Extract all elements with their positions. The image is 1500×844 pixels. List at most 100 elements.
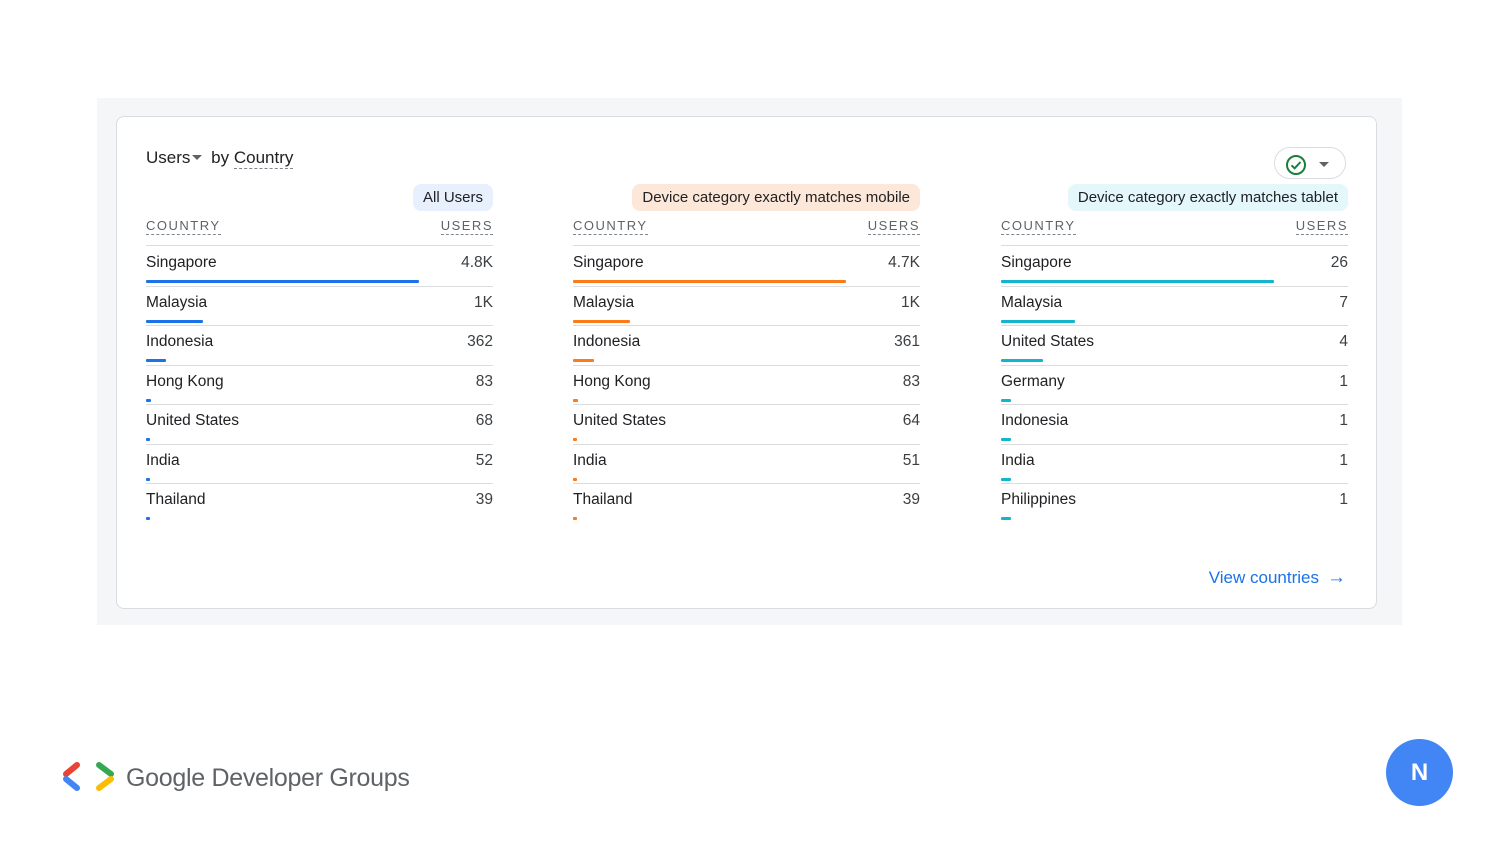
table-row[interactable]: Singapore 4.7K: [573, 246, 920, 287]
share-bar: [573, 477, 577, 481]
share-bar: [146, 438, 150, 441]
table-row[interactable]: Indonesia 1: [1001, 404, 1348, 445]
users-value: 361: [894, 333, 920, 350]
country-name: Singapore: [573, 254, 644, 271]
table-row[interactable]: United States 68: [146, 404, 493, 445]
users-value: 362: [467, 333, 493, 350]
country-name: Singapore: [146, 254, 217, 271]
chevron-down-icon: [1319, 162, 1329, 167]
table-row[interactable]: Thailand 39: [573, 483, 920, 523]
share-bar: [146, 398, 151, 402]
country-name: Thailand: [146, 491, 206, 508]
country-name: Germany: [1001, 372, 1065, 390]
comparison-button[interactable]: [1274, 147, 1346, 179]
country-name: India: [146, 451, 180, 469]
column-header-country[interactable]: COUNTRY: [573, 218, 648, 235]
users-value: 1: [1339, 412, 1348, 429]
share-bar: [573, 517, 577, 520]
share-bar: [573, 398, 578, 402]
country-name: Indonesia: [146, 333, 214, 350]
table-row[interactable]: United States 4: [1001, 325, 1348, 366]
country-name: United States: [146, 412, 240, 429]
table-row[interactable]: Thailand 39: [146, 483, 493, 523]
country-name: India: [573, 451, 607, 469]
title-by: by: [211, 148, 230, 167]
users-value: 1: [1339, 372, 1348, 390]
country-name: Thailand: [573, 491, 633, 508]
country-name: Singapore: [1001, 254, 1072, 271]
footer-brand: Google Developer Groups: [126, 764, 410, 792]
share-bar: [1001, 319, 1075, 323]
share-bar: [146, 477, 150, 481]
country-name: Indonesia: [1001, 412, 1069, 429]
share-bar: [1001, 359, 1043, 362]
check-circle-icon: [1286, 155, 1306, 175]
table-row[interactable]: Indonesia 361: [573, 325, 920, 366]
share-bar: [1001, 438, 1011, 441]
table-row[interactable]: India 1: [1001, 444, 1348, 484]
share-bar: [573, 438, 577, 441]
share-bar: [1001, 517, 1011, 520]
share-bar: [1001, 398, 1011, 402]
table-row[interactable]: United States 64: [573, 404, 920, 445]
avatar[interactable]: N: [1386, 739, 1453, 806]
segment-chip: All Users: [412, 184, 493, 211]
table-row[interactable]: Germany 1: [1001, 365, 1348, 405]
users-value: 39: [475, 491, 493, 508]
users-value: 1K: [901, 293, 920, 311]
share-bar: [573, 280, 846, 283]
table-header: COUNTRY USERS: [146, 217, 493, 246]
users-value: 26: [1330, 254, 1348, 271]
column-header-country[interactable]: COUNTRY: [146, 218, 221, 235]
column-header-users[interactable]: USERS: [867, 218, 920, 235]
segment-chip: Device category exactly matches tablet: [1067, 184, 1348, 211]
table-row[interactable]: Indonesia 362: [146, 325, 493, 366]
table-row[interactable]: Malaysia 7: [1001, 286, 1348, 326]
table-row[interactable]: Singapore 26: [1001, 246, 1348, 287]
share-bar: [146, 359, 166, 362]
column-header-country[interactable]: COUNTRY: [1001, 218, 1076, 235]
country-name: Malaysia: [146, 293, 208, 311]
country-name: Malaysia: [573, 293, 635, 311]
metric-selector[interactable]: Users: [146, 148, 191, 167]
view-countries-link[interactable]: View countries →: [1209, 567, 1346, 589]
table-row[interactable]: Malaysia 1K: [573, 286, 920, 326]
users-value: 39: [902, 491, 920, 508]
table-header: COUNTRY USERS: [573, 217, 920, 246]
users-value: 1: [1339, 491, 1348, 508]
table-row[interactable]: Malaysia 1K: [146, 286, 493, 326]
card-title: Users by Country: [146, 148, 294, 169]
column-header-users[interactable]: USERS: [440, 218, 493, 235]
share-bar: [573, 319, 630, 323]
share-bar: [146, 280, 419, 283]
table-row[interactable]: India 52: [146, 444, 493, 484]
users-value: 64: [902, 412, 920, 429]
gdg-logo-icon: [63, 762, 114, 791]
dimension-selector[interactable]: Country: [233, 148, 294, 169]
column-header-users[interactable]: USERS: [1295, 218, 1348, 235]
users-value: 4.7K: [888, 254, 920, 271]
table-row[interactable]: Hong Kong 83: [146, 365, 493, 405]
table-header: COUNTRY USERS: [1001, 217, 1348, 246]
country-name: United States: [1001, 333, 1095, 350]
share-bar: [1001, 280, 1274, 283]
users-value: 51: [902, 451, 920, 469]
country-name: Hong Kong: [146, 372, 224, 390]
table-row[interactable]: India 51: [573, 444, 920, 484]
country-name: Malaysia: [1001, 293, 1063, 311]
users-value: 52: [475, 451, 493, 469]
users-value: 7: [1339, 293, 1348, 311]
users-value: 83: [902, 372, 920, 390]
table-row[interactable]: Singapore 4.8K: [146, 246, 493, 287]
country-name: Hong Kong: [573, 372, 651, 390]
metric-dropdown-icon[interactable]: [192, 154, 203, 160]
table-row[interactable]: Philippines 1: [1001, 483, 1348, 523]
users-value: 1: [1339, 451, 1348, 469]
country-name: India: [1001, 451, 1035, 469]
users-value: 4.8K: [461, 254, 493, 271]
segment-chip: Device category exactly matches mobile: [632, 184, 920, 211]
users-by-country-card: Users by Country All Users COUNTRY USERS Si…: [116, 116, 1377, 609]
share-bar: [1001, 477, 1011, 481]
view-countries-label: View countries: [1208, 568, 1319, 587]
table-row[interactable]: Hong Kong 83: [573, 365, 920, 405]
